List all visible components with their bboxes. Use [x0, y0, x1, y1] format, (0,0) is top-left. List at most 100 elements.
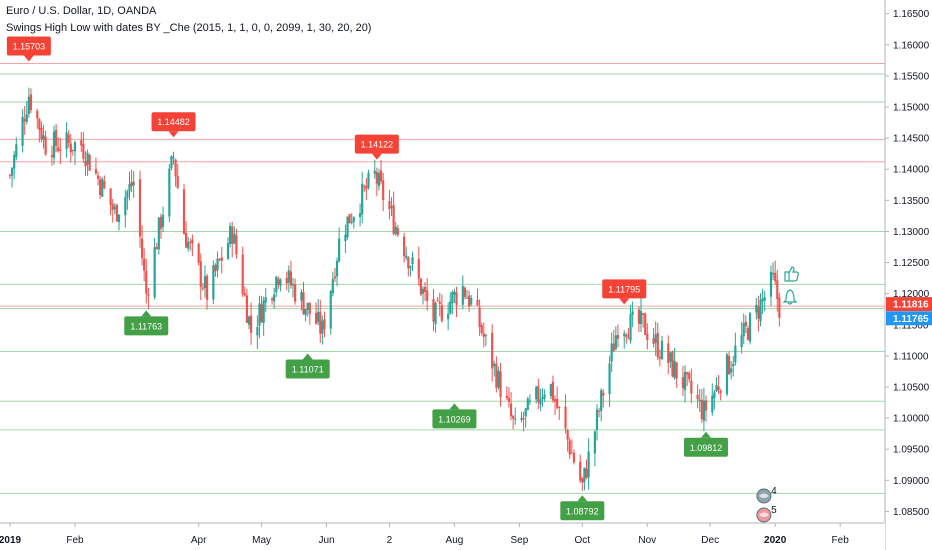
candle-body — [417, 258, 420, 279]
candle-body — [646, 333, 649, 340]
y-tick-label: 1.12500 — [893, 258, 930, 269]
candle-body — [711, 395, 714, 413]
candle-body — [350, 221, 353, 223]
candle-body — [36, 110, 39, 119]
candle-body — [480, 324, 483, 333]
y-tick-label: 1.11000 — [893, 351, 929, 362]
candle-body — [568, 440, 571, 455]
y-tick-label: 1.09500 — [893, 445, 930, 456]
candle-body — [642, 313, 645, 315]
y-tick-label: 1.15500 — [893, 71, 930, 82]
candle-body — [734, 345, 737, 363]
bell-shape — [782, 289, 798, 305]
label-value: 1.14122 — [361, 140, 394, 150]
candle-body — [602, 392, 605, 396]
candle-body — [145, 271, 148, 294]
candle-body — [740, 335, 743, 348]
swing-high-label: 1.15703 — [6, 36, 51, 62]
candle-body — [27, 96, 30, 114]
y-tick-label: 1.13000 — [893, 227, 930, 238]
label-box — [6, 36, 51, 56]
candle-body — [570, 452, 573, 454]
candle-body — [681, 377, 685, 389]
candle-body — [361, 183, 364, 215]
candle-body — [686, 372, 689, 375]
candle-body — [82, 144, 85, 160]
event-count: 5 — [771, 505, 777, 516]
candle-body — [463, 287, 467, 297]
candle-body — [329, 291, 332, 329]
candle-body — [273, 294, 276, 302]
candle-body — [40, 127, 43, 140]
candle-body — [426, 290, 429, 301]
x-tick-label: Sep — [511, 535, 529, 546]
candle-body — [392, 205, 395, 234]
candle-body — [86, 152, 89, 165]
candle-body — [654, 334, 657, 343]
x-tick-label: Nov — [638, 535, 656, 546]
candle-body — [38, 118, 41, 130]
candle-body — [660, 340, 664, 359]
candle-body — [556, 398, 559, 408]
symbol-legend[interactable]: Euro / U.S. Dollar, 1D, OANDA — [6, 5, 157, 17]
candle-body — [50, 154, 54, 158]
label-value: 1.08792 — [566, 506, 599, 516]
candle-body — [419, 278, 422, 295]
candle-body — [306, 302, 309, 310]
candle-body — [610, 343, 613, 362]
candle-body — [270, 298, 274, 301]
candle-body — [229, 225, 232, 244]
candle-body — [363, 186, 366, 188]
candle-body — [572, 452, 576, 463]
candle-body — [117, 214, 121, 223]
candle-body — [774, 272, 777, 282]
candle-body — [168, 168, 171, 217]
x-tick-label: 2 — [387, 535, 393, 546]
candle-body — [140, 238, 144, 259]
candle-body — [656, 332, 659, 358]
candle-body — [627, 337, 630, 339]
indicator-legend[interactable]: Swings High Low with dates BY _Che (2015… — [6, 22, 372, 34]
candle-body — [44, 136, 47, 155]
candle-body — [493, 363, 496, 367]
candle-body — [344, 234, 347, 242]
x-tick-label: 2019 — [0, 535, 22, 546]
candle-body — [748, 313, 752, 342]
candle-body — [199, 261, 202, 287]
candle-body — [172, 157, 175, 159]
candle-body — [727, 355, 731, 375]
candle-body — [184, 232, 188, 248]
swing-low-label: 1.08792 — [560, 495, 605, 521]
candle-body — [675, 362, 678, 379]
candle-body — [690, 380, 693, 394]
candle-body — [759, 299, 762, 322]
candle-body — [243, 293, 246, 296]
candle-body — [205, 275, 209, 300]
candle-body — [528, 400, 532, 402]
candle-body — [241, 254, 244, 294]
candle-body — [279, 279, 282, 286]
candles — [8, 87, 781, 492]
label-box — [124, 316, 169, 336]
candle-body — [126, 191, 129, 198]
label-box — [354, 134, 399, 154]
y-tick-label: 1.16000 — [893, 40, 930, 51]
candle-body — [80, 140, 83, 146]
candle-body — [331, 279, 334, 294]
candle-body — [258, 303, 261, 326]
candle-body — [367, 172, 370, 188]
label-box — [684, 437, 728, 457]
candle-body — [411, 257, 414, 265]
candle-body — [612, 343, 615, 352]
candle-body — [755, 304, 758, 313]
price-tag-label: 1.11765 — [893, 314, 929, 325]
candle-body — [558, 406, 561, 408]
candle-body — [103, 181, 106, 188]
label-value: 1.15703 — [13, 41, 46, 51]
candle-body — [373, 170, 376, 174]
candle-body — [138, 179, 142, 237]
candle-body — [352, 217, 355, 222]
candle-body — [484, 335, 487, 337]
candle-body — [348, 214, 351, 224]
